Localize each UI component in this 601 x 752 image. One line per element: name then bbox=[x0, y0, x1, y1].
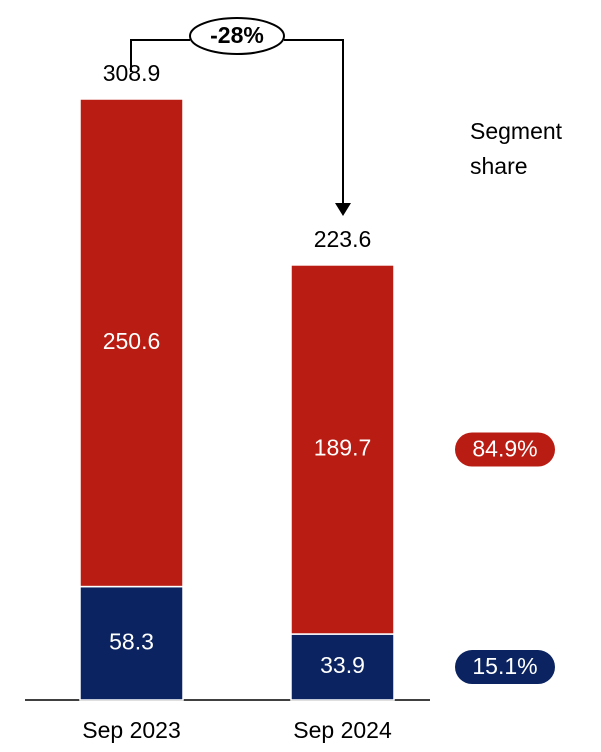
x-tick-label: Sep 2024 bbox=[293, 717, 392, 743]
change-bubble bbox=[189, 17, 285, 55]
share-label: 84.9% bbox=[472, 436, 537, 462]
share-pill bbox=[455, 432, 555, 467]
bar-segment bbox=[79, 585, 184, 701]
bar-segment bbox=[290, 264, 395, 635]
total-label: 223.6 bbox=[314, 226, 372, 252]
change-arrow bbox=[130, 39, 344, 205]
share-pill bbox=[455, 650, 555, 685]
bar-segment bbox=[79, 98, 184, 588]
change-label: -28% bbox=[210, 22, 264, 48]
segment-label: 189.7 bbox=[314, 435, 372, 461]
bar-segment bbox=[290, 633, 395, 701]
segment-label: 58.3 bbox=[109, 628, 154, 654]
segment-label: 33.9 bbox=[320, 652, 365, 678]
segment-label: 250.6 bbox=[103, 328, 161, 354]
x-tick-label: Sep 2023 bbox=[82, 717, 180, 743]
share-title: Segment share bbox=[470, 118, 563, 179]
arrow-head bbox=[335, 203, 351, 216]
share-label: 15.1% bbox=[472, 653, 537, 679]
total-label: 308.9 bbox=[103, 60, 161, 86]
